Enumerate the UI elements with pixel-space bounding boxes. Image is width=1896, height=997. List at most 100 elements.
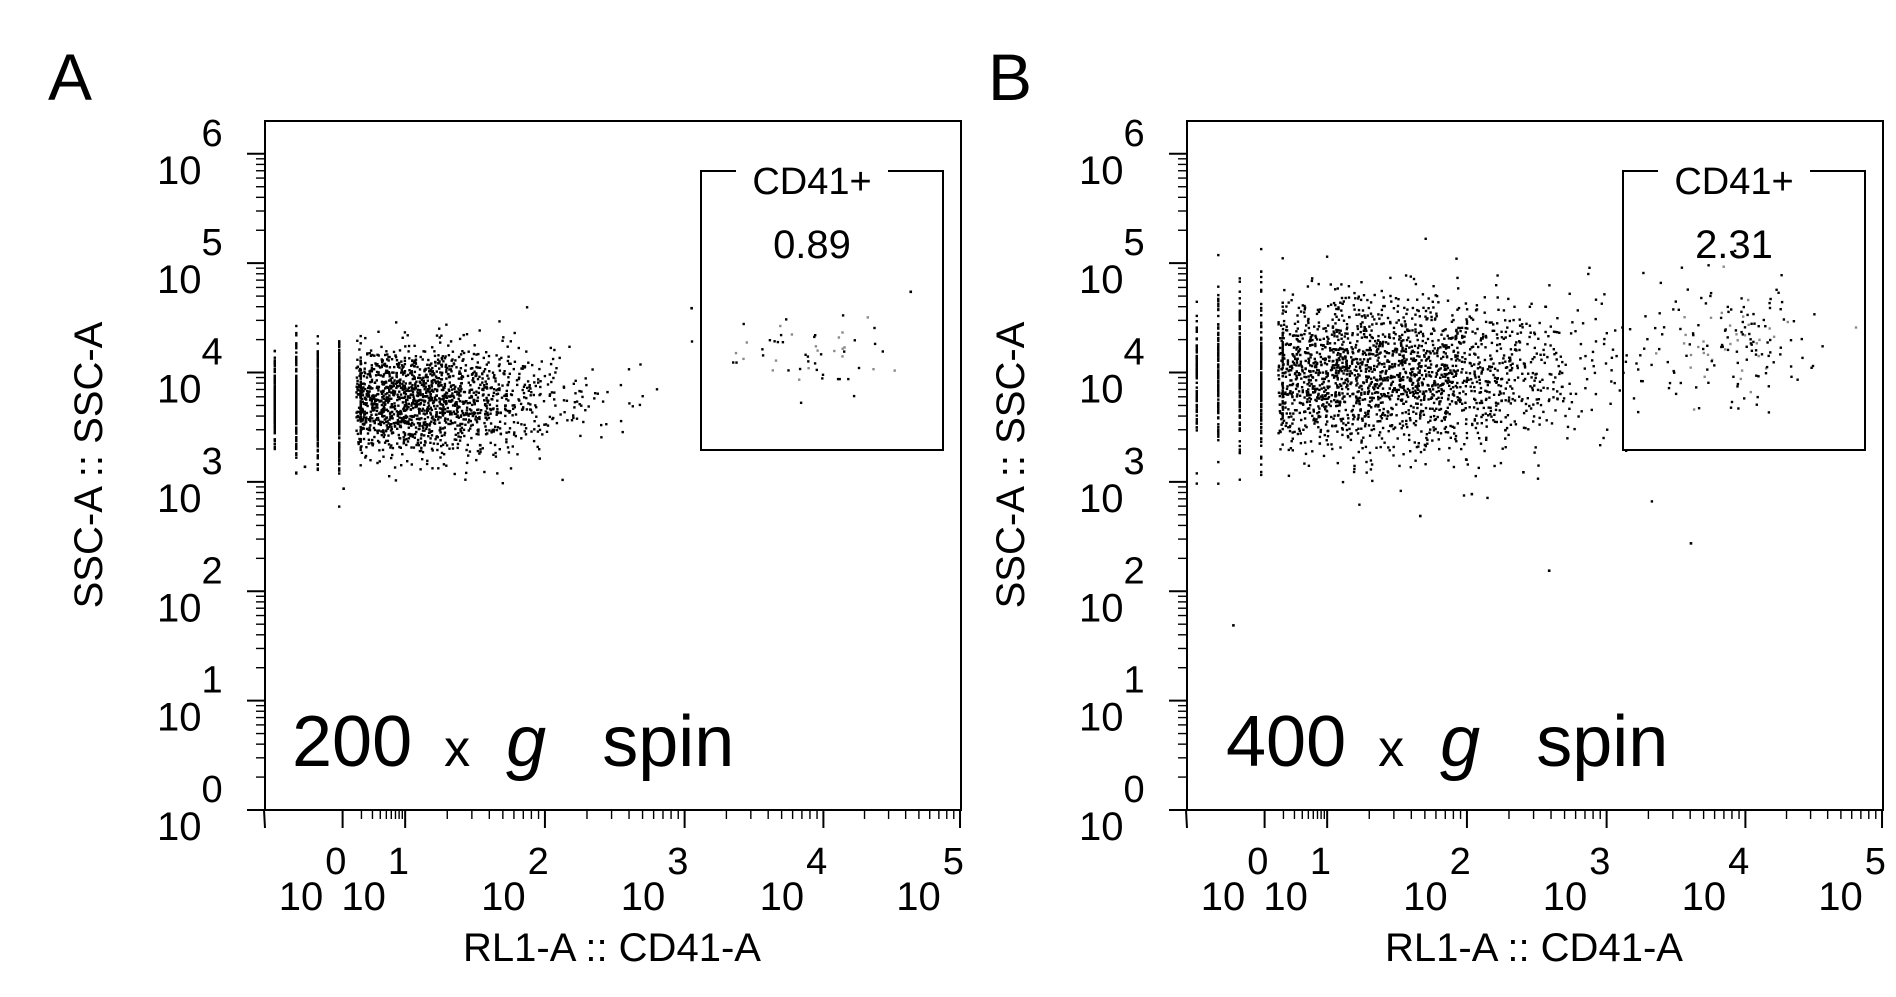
main-event-point xyxy=(401,373,405,376)
main-event-point xyxy=(380,403,384,407)
main-event-point xyxy=(1461,336,1464,339)
main-event-point xyxy=(430,389,433,393)
main-event-point xyxy=(422,421,425,424)
main-event-point xyxy=(1300,377,1303,380)
main-event-point xyxy=(423,409,426,412)
main-event-point xyxy=(414,432,417,436)
main-event-point xyxy=(1454,374,1457,377)
main-event-point xyxy=(1374,385,1377,388)
main-event-point xyxy=(402,409,406,412)
main-event-point xyxy=(427,389,430,393)
main-event-point xyxy=(549,346,552,350)
main-event-point xyxy=(369,410,372,413)
main-event-point xyxy=(388,375,391,378)
main-event-point xyxy=(470,373,474,376)
main-event-point xyxy=(316,370,319,374)
main-event-point xyxy=(1395,390,1398,394)
main-event-point xyxy=(489,408,493,412)
main-event-point xyxy=(459,422,462,426)
gate-event-point xyxy=(813,362,817,365)
main-event-point xyxy=(1416,397,1419,400)
main-event-point xyxy=(1405,328,1409,331)
main-event-point xyxy=(1421,382,1424,385)
main-event-point xyxy=(444,402,448,406)
main-event-point xyxy=(529,408,533,412)
main-event-point xyxy=(386,409,390,413)
main-event-point xyxy=(489,412,492,415)
main-event-point xyxy=(1260,270,1263,273)
main-event-point xyxy=(1521,326,1524,329)
main-event-point xyxy=(1317,325,1321,328)
main-event-point xyxy=(1379,374,1382,377)
main-event-point xyxy=(391,376,394,379)
main-event-point xyxy=(430,417,434,420)
main-event-point xyxy=(512,433,516,436)
main-event-point xyxy=(546,424,550,427)
main-event-point xyxy=(1297,372,1301,375)
main-event-point xyxy=(1594,392,1598,396)
main-event-point xyxy=(1315,363,1318,366)
main-event-point xyxy=(1334,400,1338,404)
main-event-point xyxy=(449,340,453,343)
main-event-point xyxy=(1334,371,1338,375)
main-event-point xyxy=(1342,382,1345,385)
main-event-point xyxy=(407,405,410,409)
main-event-point xyxy=(1478,401,1482,405)
main-event-point xyxy=(1526,342,1529,346)
main-event-point xyxy=(1426,442,1429,445)
main-event-point xyxy=(1350,356,1353,359)
main-event-point xyxy=(1441,375,1445,378)
main-event-point xyxy=(1413,350,1416,354)
main-event-point xyxy=(415,394,419,397)
main-event-point xyxy=(338,359,341,362)
main-event-point xyxy=(1462,408,1466,412)
main-event-point xyxy=(1435,397,1438,401)
main-event-point xyxy=(1356,327,1360,331)
main-event-point xyxy=(1477,466,1480,470)
main-event-point xyxy=(1355,384,1358,387)
main-event-point xyxy=(355,429,358,432)
main-event-point xyxy=(1380,363,1383,366)
main-event-point xyxy=(1420,373,1424,377)
main-event-point xyxy=(401,401,405,404)
main-event-point xyxy=(1489,366,1492,369)
main-event-point xyxy=(273,386,276,390)
main-event-point xyxy=(1363,391,1366,394)
main-event-point xyxy=(1332,330,1335,333)
main-event-point xyxy=(512,421,516,424)
main-event-point xyxy=(1549,344,1552,347)
main-event-point xyxy=(273,409,276,413)
main-event-point xyxy=(361,391,364,394)
main-event-point xyxy=(1354,377,1358,380)
main-event-point xyxy=(411,388,414,391)
main-event-point xyxy=(508,372,511,375)
main-event-point xyxy=(1455,386,1459,389)
main-event-point xyxy=(402,384,405,387)
main-event-point xyxy=(413,414,417,417)
main-event-point xyxy=(470,436,473,440)
main-event-point xyxy=(1433,409,1436,412)
main-event-point xyxy=(1315,351,1319,354)
main-event-point xyxy=(370,370,373,373)
main-event-point xyxy=(500,396,504,399)
main-event-point xyxy=(402,431,405,434)
main-event-point xyxy=(393,407,397,411)
main-event-point xyxy=(316,463,319,466)
main-event-point xyxy=(458,406,461,409)
main-event-point xyxy=(273,416,276,419)
main-event-point xyxy=(1455,328,1458,332)
main-event-point xyxy=(409,434,412,438)
main-event-point xyxy=(370,364,373,367)
main-event-point xyxy=(1457,399,1460,402)
main-event-point xyxy=(1309,404,1312,407)
main-event-point xyxy=(442,360,445,363)
main-event-point xyxy=(489,441,492,445)
main-event-point xyxy=(1404,370,1407,374)
main-event-point xyxy=(1314,389,1317,392)
main-event-point xyxy=(539,385,542,389)
main-event-point xyxy=(396,393,399,396)
main-event-point xyxy=(1437,347,1440,350)
main-event-point xyxy=(1392,427,1395,431)
main-event-point xyxy=(1468,361,1471,365)
main-event-point xyxy=(1360,281,1363,284)
